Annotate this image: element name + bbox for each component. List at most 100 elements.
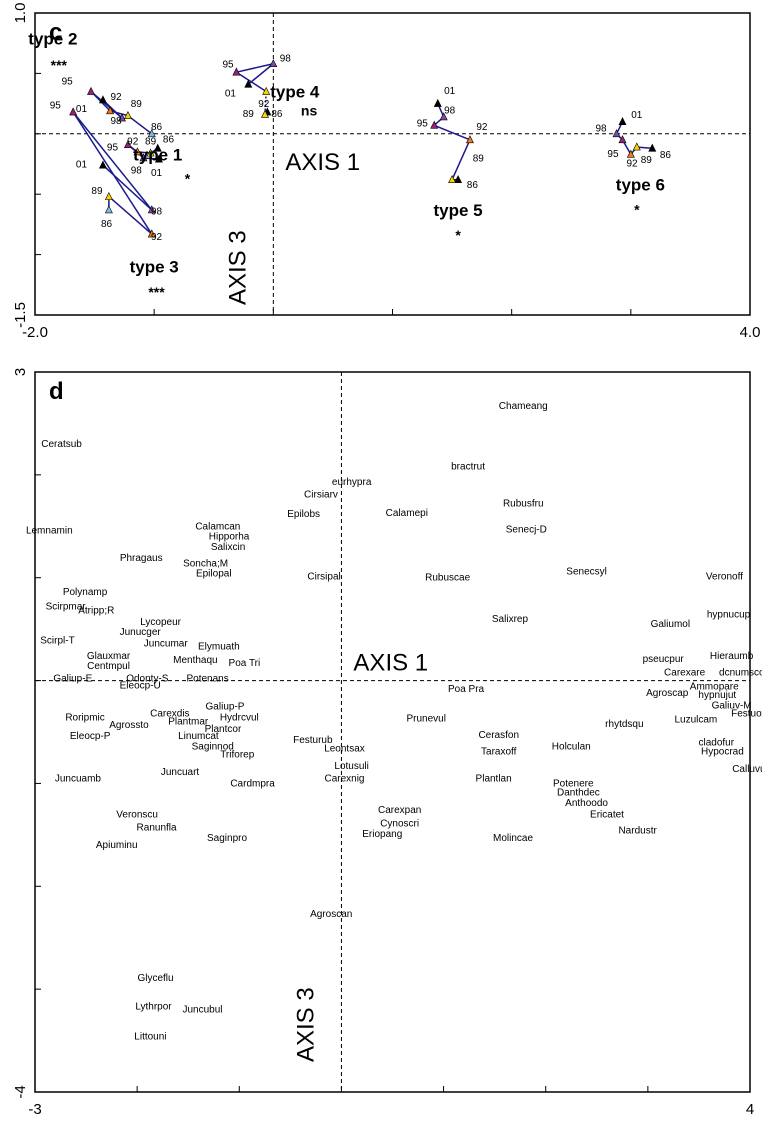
trajectory-segment [636,146,653,150]
trajectory-point-01 [244,79,253,88]
species-label: Saginpro [207,833,247,844]
x-tick-label: -2.0 [22,324,48,341]
trajectory-point-98 [147,205,156,214]
trajectory-segment [236,63,274,73]
year-label: 98 [131,166,143,177]
type-label: type 1 [133,145,182,164]
species-label: Scirpmar [46,602,87,613]
species-label: Epilopal [196,569,232,580]
trajectory-point-89 [632,142,641,151]
year-label: 98 [151,207,163,218]
species-label: Calamepi [386,508,428,519]
species-label: Junucger [120,627,162,638]
axis3-label: AXIS 3 [224,230,251,305]
species-label: Hydrcvul [220,713,259,724]
species-label: Plantmar [168,717,209,728]
species-label: Saginnod [192,741,234,752]
trajectory-segment [433,124,471,141]
significance-label: * [634,202,640,218]
year-label: 86 [163,134,175,145]
species-label: Polynamp [63,587,108,598]
species-label: Eleocp-U [120,681,161,692]
trajectory-point-86 [147,129,156,138]
year-label: 98 [444,105,456,116]
species-label: Littouni [134,1031,166,1042]
type-label: type 6 [616,176,665,195]
significance-label: ns [301,103,318,119]
trajectory-segment [127,115,153,135]
species-label: Galiup-P [206,701,245,712]
species-label: Holculan [552,741,591,752]
year-label: 98 [110,116,122,127]
species-label: Agroscap [646,688,689,699]
species-label: Roripmic [65,713,104,724]
axis1-label: AXIS 1 [285,149,360,176]
species-label: hypnucup [707,610,751,621]
trajectory-point-95 [618,135,627,144]
species-label: Scirpl-T [40,635,74,646]
axis3-label: AXIS 3 [292,987,319,1062]
y-tick-label: 1.0 [12,3,29,24]
year-label: 89 [145,137,157,148]
x-tick-label: 4.0 [740,324,761,341]
species-label: Rubusfru [503,499,544,510]
trajectory-segment [109,110,129,117]
species-label: Luzulcam [674,715,717,726]
species-label: Hipporha [209,532,250,543]
species-label: rhytdsqu [605,719,643,730]
species-label: dcnumsco [719,667,762,678]
species-label: Menthaqu [173,655,217,666]
species-label: Leontsax [324,743,365,754]
year-label: 01 [76,104,88,115]
type-label: type 5 [433,201,482,220]
axis1-label: AXIS 1 [353,650,428,677]
trajectory-point-95 [69,107,78,116]
year-label: 89 [473,154,485,165]
trajectory-point-98 [439,112,448,121]
species-label: Nardustr [618,826,657,837]
x-tick-label: 4 [746,1101,754,1118]
trajectory-segment [108,196,153,235]
species-label: Lotusuli [334,761,368,772]
year-label: 95 [107,143,119,154]
species-label: Epilobs [287,509,320,520]
species-label: Potenere [553,778,594,789]
year-label: 89 [91,186,103,197]
year-label: 95 [62,76,74,87]
year-label: 95 [607,149,619,160]
y-tick-label: -4 [12,1085,29,1098]
species-label: Carexdis [150,708,189,719]
trajectory-point-86 [454,175,463,184]
species-label: Carexnig [324,773,364,784]
species-label: Triforep [220,750,255,761]
trajectory-segment [102,164,153,211]
species-label: Festurub [293,735,333,746]
trajectory-point-89 [261,109,269,118]
species-label: pseucpur [643,654,685,665]
year-label: 01 [444,86,456,97]
species-label: Carexpan [378,805,421,816]
significance-label: *** [148,284,165,300]
trajectory-point-95 [87,86,95,95]
species-label: Cynoscri [380,819,419,830]
species-label: Ammopare [690,682,739,693]
panel-d: -3 4 3 -4 d AXIS 1 AXIS 3 Chameang Ceratsub bract… [12,368,762,1118]
species-label: Lythrpor [135,1002,172,1013]
species-label: Prunevul [406,714,445,725]
species-label: Atripp;R [78,606,114,617]
type-label: type 2 [28,29,77,48]
species-label: Agrossto [109,720,149,731]
species-label: Molincae [493,833,533,844]
species-label: Salixrep [492,614,529,625]
species-label: Hypocrad [701,747,744,758]
year-label: 89 [243,109,255,120]
trajectory-point-89 [104,191,113,200]
species-label: Glauxmar [87,651,131,662]
trajectory-point-86 [153,143,162,152]
year-label: 01 [631,110,643,121]
species-label: Juncubul [182,1005,222,1016]
species-label: Poa Tri [229,658,261,669]
species-label: Cirsipal [307,572,340,583]
trajectory-segment [72,111,153,211]
